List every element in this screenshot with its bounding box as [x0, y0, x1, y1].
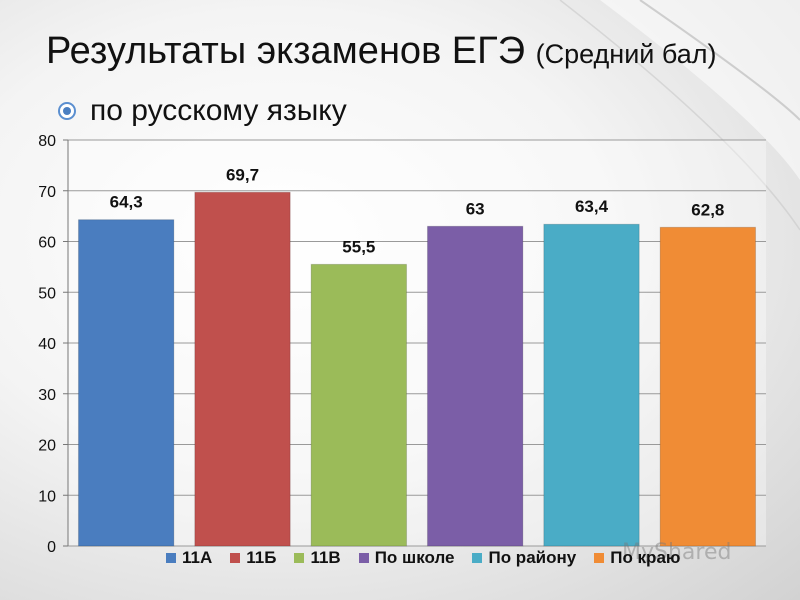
legend-label: По школе: [374, 548, 455, 567]
legend-label: По району: [488, 548, 577, 567]
bar: [194, 191, 291, 547]
legend-swatch: [594, 553, 605, 563]
bar: [426, 225, 524, 547]
y-tick-label: 30: [38, 387, 56, 404]
legend-item: 11А: [166, 548, 212, 568]
legend-swatch: [166, 553, 176, 563]
subtitle-row: по русскому языку: [58, 94, 347, 128]
legend-label: 11А: [182, 548, 213, 567]
watermark: MyShared: [622, 540, 732, 565]
data-label: 55,5: [342, 237, 375, 256]
bar: [310, 263, 408, 547]
data-label: 64,3: [110, 193, 143, 212]
y-tick-label: 40: [38, 336, 56, 353]
y-tick-label: 50: [38, 285, 56, 302]
title-main: Результаты экзаменов ЕГЭ: [46, 30, 526, 72]
data-label: 69,7: [226, 165, 259, 184]
y-tick-label: 0: [47, 539, 56, 556]
legend-swatch: [472, 553, 483, 563]
chart-legend: 11А 11Б 11В По школе По району По краю: [166, 548, 698, 568]
legend-item: 11Б: [230, 548, 276, 568]
data-label: 63: [466, 199, 485, 218]
data-label: 62,8: [691, 200, 724, 219]
bar: [77, 219, 175, 547]
legend-item: По краю: [594, 548, 680, 568]
legend-swatch: [294, 553, 305, 563]
legend-item: 11В: [294, 548, 341, 568]
y-tick-label: 60: [38, 235, 56, 252]
title-sub: (Средний бал): [535, 39, 717, 69]
legend-swatch: [358, 553, 369, 563]
legend-item: По школе: [358, 548, 455, 568]
target-bullet-icon: [58, 102, 76, 120]
y-tick-label: 70: [38, 184, 56, 201]
legend-swatch: [230, 553, 241, 563]
legend-label: 11Б: [246, 548, 277, 567]
bar: [659, 226, 757, 547]
legend-label: 11В: [310, 548, 341, 567]
bar: [543, 223, 640, 547]
legend-item: По району: [472, 548, 576, 568]
data-label: 63,4: [575, 197, 609, 216]
y-tick-label: 80: [38, 133, 56, 150]
y-tick-label: 10: [38, 488, 56, 505]
subtitle-text: по русскому языку: [90, 94, 347, 127]
y-tick-label: 20: [38, 438, 56, 455]
page-title: Результаты экзаменов ЕГЭ (Средний бал): [46, 30, 716, 73]
legend-label: По краю: [610, 548, 681, 567]
